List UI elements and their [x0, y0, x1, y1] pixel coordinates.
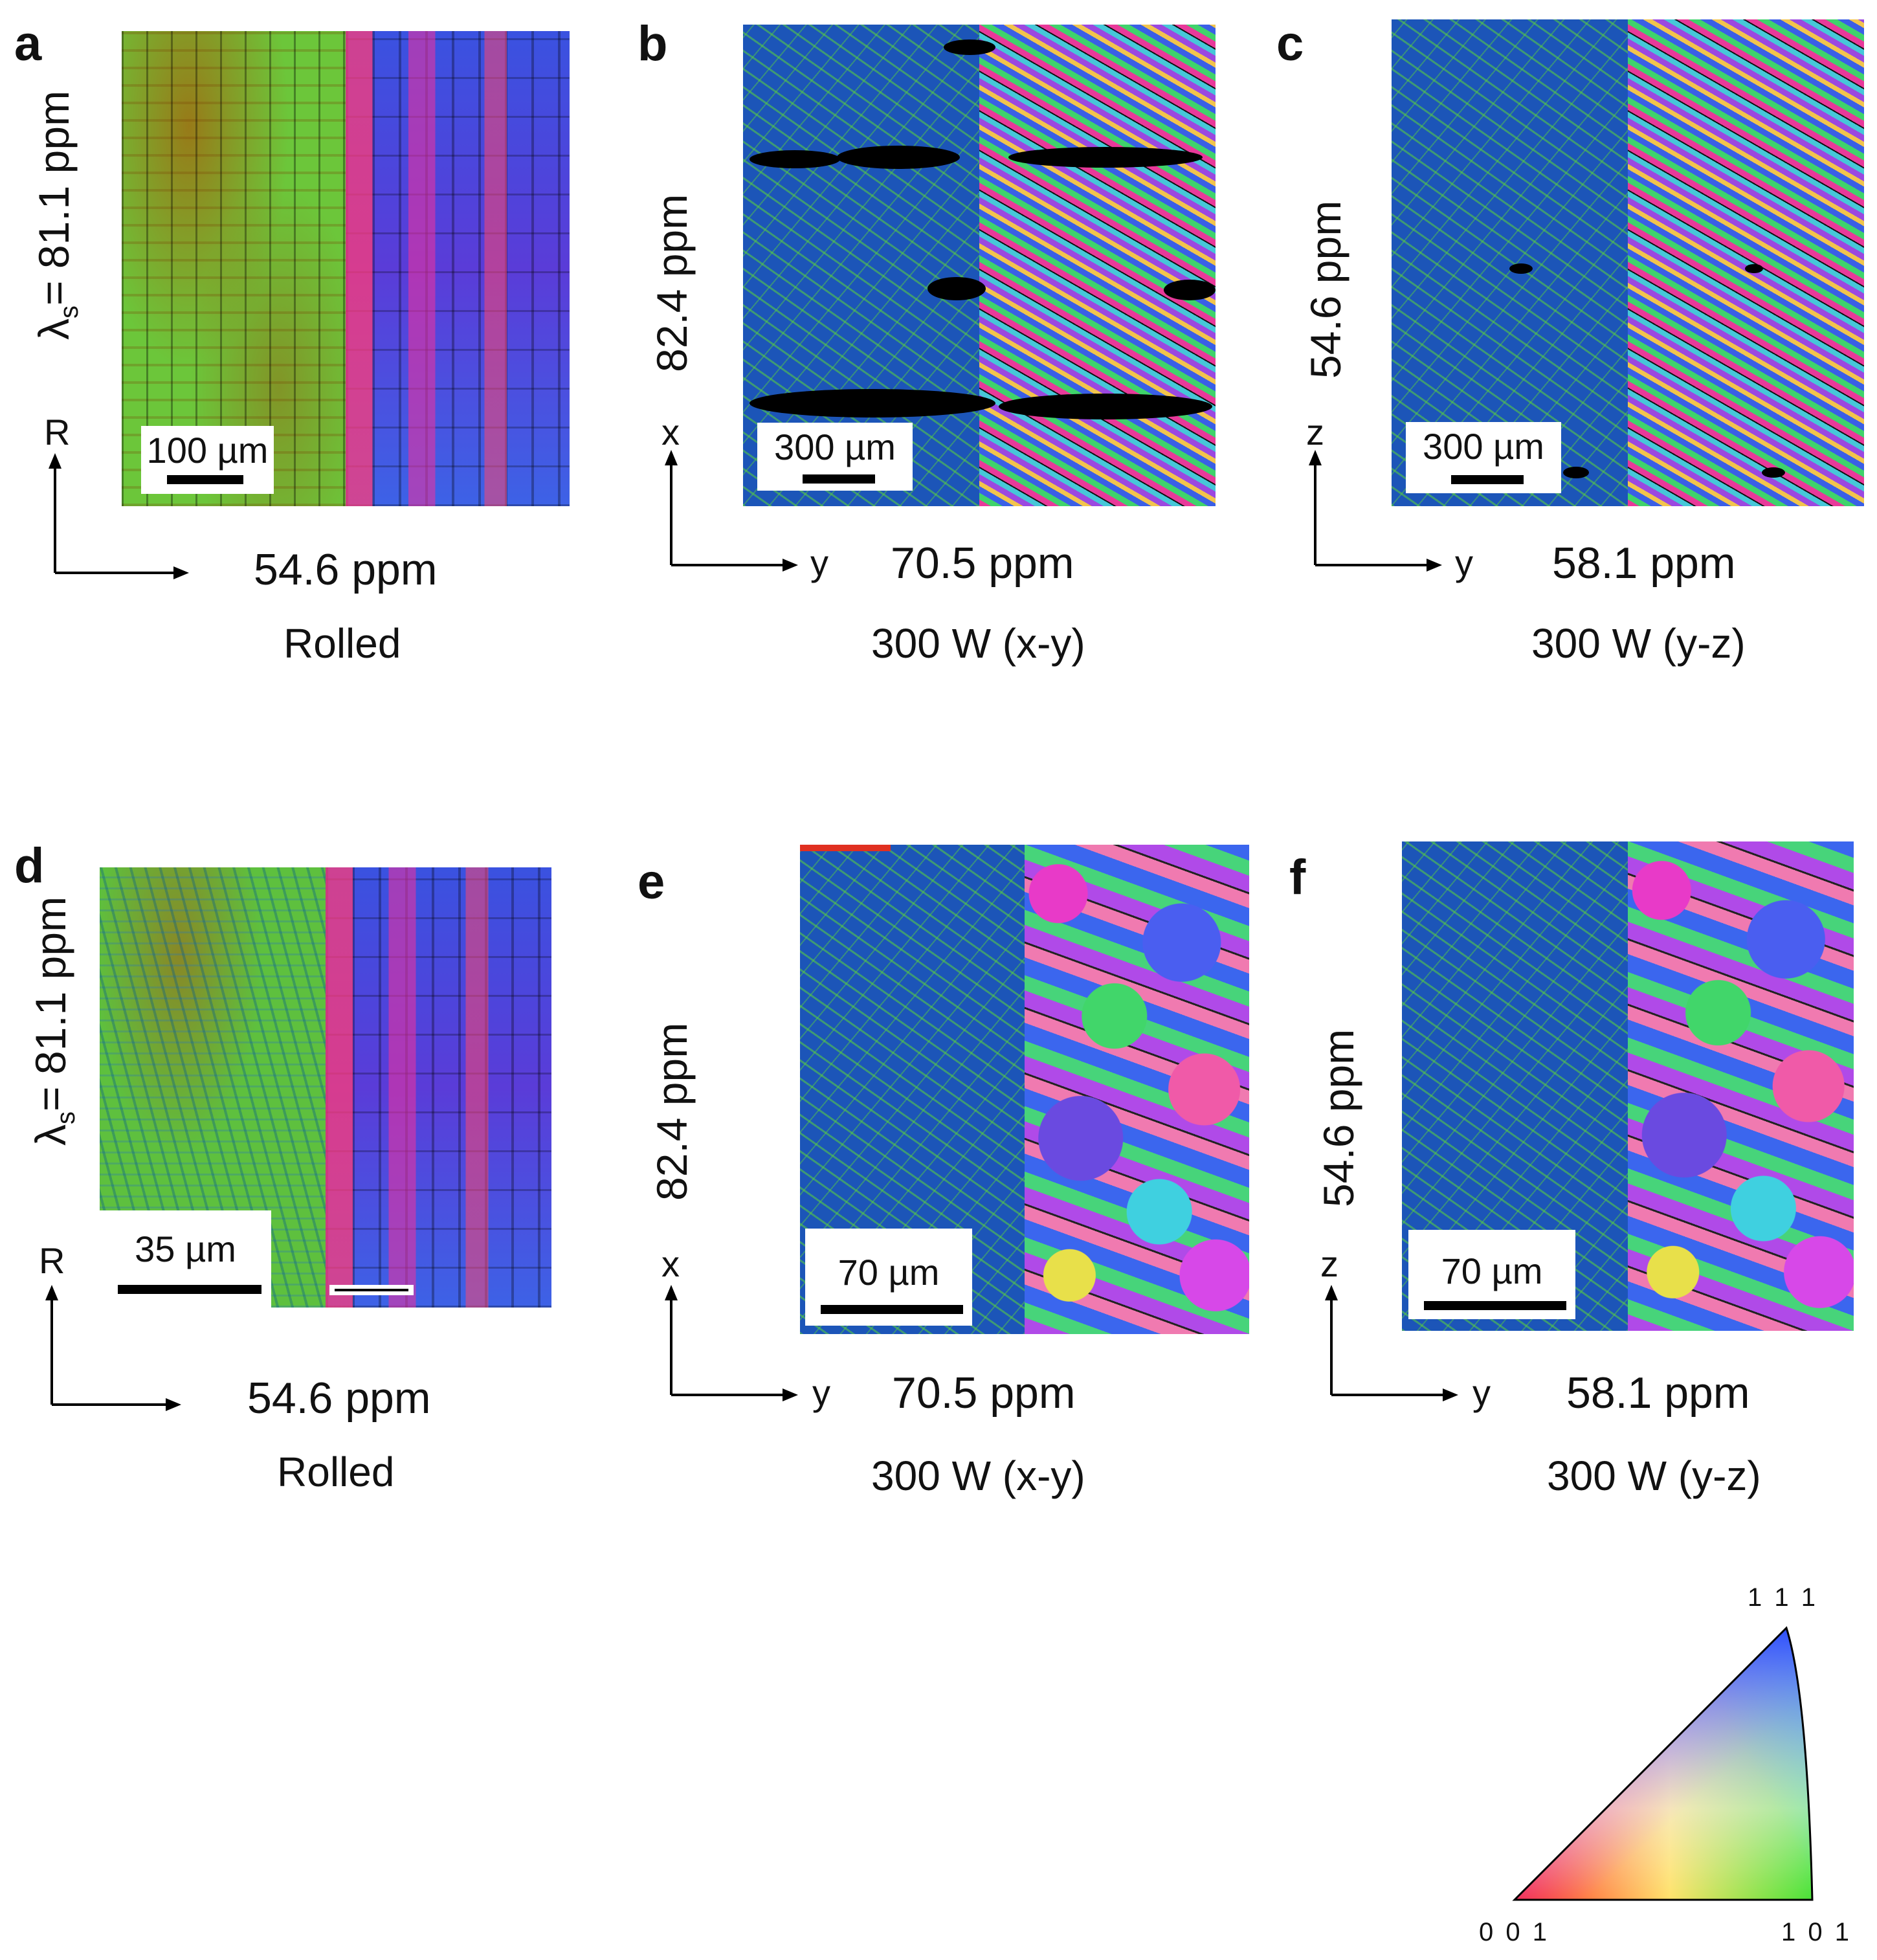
panel-c-axis-v-label: z: [1306, 412, 1324, 452]
panel-e-axis-h-label: y: [812, 1372, 830, 1413]
panel-d-condition: Rolled: [277, 1449, 395, 1495]
panel-a-ipf-map: [346, 31, 570, 506]
panel-f-scale-label: 70 µm: [1441, 1251, 1543, 1291]
panel-e-top-edge: [800, 845, 891, 851]
ipf-legend-label-001: 0 0 1: [1479, 1918, 1549, 1946]
panel-letter-b: b: [638, 16, 668, 71]
panel-b-scale-bar: 300 µm: [757, 423, 913, 491]
ipf-color-key-triangle: [1512, 1626, 1814, 1901]
panel-c-condition: 300 W (y-z): [1531, 620, 1746, 667]
panel-b-axes-arrows: [665, 450, 798, 572]
panel-c-image: 300 µm: [1392, 19, 1864, 506]
panel-d-xlabel: 54.6 ppm: [247, 1374, 431, 1423]
panel-a-condition: Rolled: [283, 620, 401, 667]
panel-a-axes-arrows: [49, 453, 189, 579]
panel-letter-f: f: [1289, 850, 1306, 905]
panel-letter-a: a: [14, 16, 42, 71]
panel-a-image: 100 µm: [122, 31, 570, 506]
panel-a-axis-v-label: R: [44, 412, 71, 452]
ipf-legend-label-111: 1 1 1: [1748, 1583, 1818, 1612]
panel-letter-e: e: [638, 854, 665, 909]
panel-b-image: 300 µm: [743, 25, 1216, 506]
panel-f-ipf-map: [1628, 841, 1854, 1331]
panel-d-axis-v-label: R: [39, 1240, 65, 1281]
panel-letter-d: d: [14, 838, 45, 893]
panel-b-xlabel: 70.5 ppm: [891, 539, 1074, 588]
panel-c-pores: [1509, 263, 1785, 478]
panel-e-scale-bar: 70 µm: [805, 1229, 972, 1326]
panel-f-axis-v-label: z: [1320, 1243, 1338, 1284]
panel-a-scale-bar: 100 µm: [141, 426, 274, 494]
panel-d-image: 35 µm: [100, 867, 551, 1308]
panel-e-scale-label: 70 µm: [838, 1252, 940, 1293]
panel-d-inner-scale-bar: [329, 1285, 414, 1295]
panel-a-ylabel: λs= 81.1 ppm: [30, 90, 84, 340]
panel-e-condition: 300 W (x-y): [871, 1453, 1085, 1499]
panel-b-scale-label: 300 µm: [774, 427, 896, 467]
panel-b-condition: 300 W (x-y): [871, 620, 1085, 667]
panel-c-axis-h-label: y: [1455, 542, 1473, 583]
panel-a-scale-label: 100 µm: [146, 430, 269, 471]
panel-e-axis-v-label: x: [661, 1243, 680, 1284]
panel-d-scale-label: 35 µm: [135, 1229, 236, 1269]
panel-d-axes-arrows: [45, 1285, 181, 1411]
panel-b-pores: [750, 39, 1216, 419]
panel-b-ipf-map: [979, 25, 1216, 506]
panel-c-axes-arrows: [1309, 450, 1442, 572]
panel-e-xlabel: 70.5 ppm: [892, 1368, 1076, 1418]
panel-e-ipf-map: [1025, 845, 1249, 1334]
panel-b-ylabel: 82.4 ppm: [648, 194, 696, 372]
panel-f-axis-h-label: y: [1472, 1372, 1491, 1413]
panel-c-ylabel: 54.6 ppm: [1302, 200, 1349, 379]
panel-f-condition: 300 W (y-z): [1547, 1453, 1761, 1499]
panel-c-xlabel: 58.1 ppm: [1552, 539, 1736, 588]
panel-f-xlabel: 58.1 ppm: [1566, 1368, 1750, 1418]
panel-c-scale-label: 300 µm: [1423, 426, 1544, 467]
panel-a-xlabel: 54.6 ppm: [254, 545, 438, 594]
panel-d-ipf-map: [326, 867, 551, 1308]
panel-letter-c: c: [1276, 16, 1304, 71]
panel-b-axis-h-label: y: [810, 542, 828, 583]
panel-e-ylabel: 82.4 ppm: [648, 1022, 696, 1201]
ipf-legend-label-101: 1 0 1: [1781, 1918, 1852, 1946]
panel-b-axis-v-label: x: [661, 412, 680, 452]
panel-c-ipf-map: [1628, 19, 1864, 506]
panel-e-axes-arrows: [665, 1285, 798, 1401]
panel-d-ylabel: λs= 81.1 ppm: [27, 896, 81, 1146]
panel-f-image: 70 µm: [1402, 841, 1854, 1331]
panel-f-axes-arrows: [1325, 1285, 1458, 1401]
panel-d-scale-bar: 35 µm: [100, 1210, 271, 1308]
panel-f-scale-bar: 70 µm: [1408, 1230, 1575, 1319]
panel-f-ylabel: 54.6 ppm: [1315, 1029, 1362, 1207]
panel-c-scale-bar: 300 µm: [1406, 422, 1561, 493]
panel-e-image: 70 µm: [800, 845, 1249, 1334]
